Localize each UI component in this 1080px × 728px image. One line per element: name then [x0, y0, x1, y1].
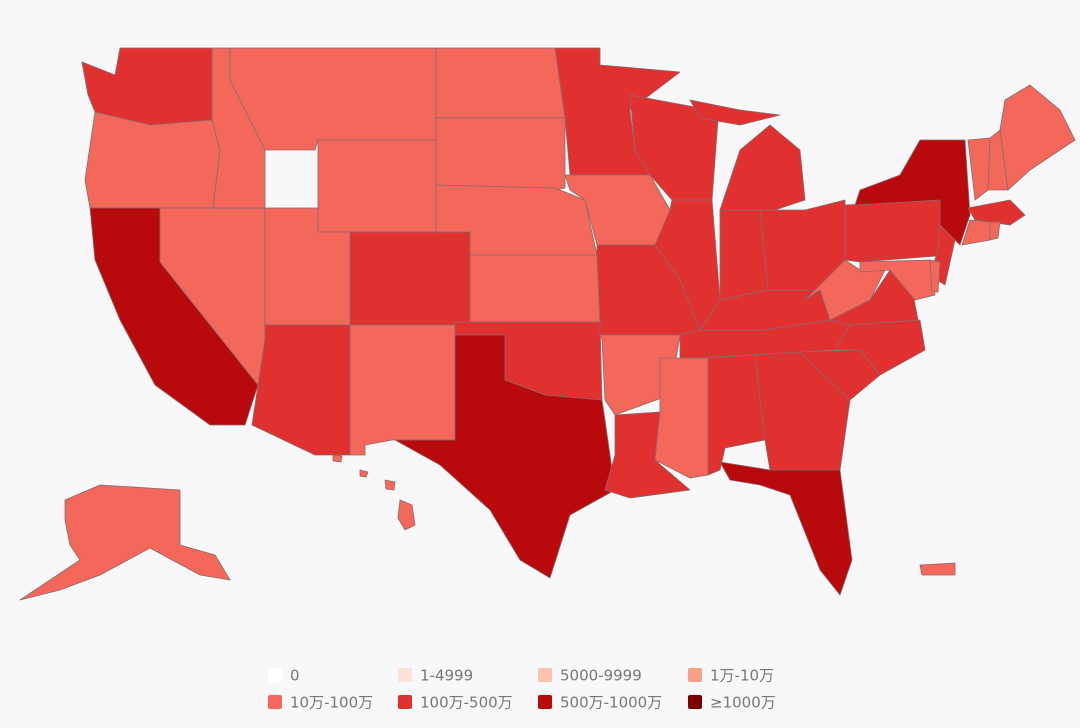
state [349, 324, 456, 456]
state [804, 259, 886, 321]
states [19, 47, 1076, 601]
state [929, 259, 941, 293]
state [317, 139, 437, 233]
state [844, 199, 951, 263]
state [359, 469, 369, 478]
state [397, 499, 416, 531]
legend-label: 5000-9999 [560, 667, 642, 685]
legend-label: 500万-1000万 [560, 694, 662, 712]
state [435, 47, 566, 119]
state [469, 254, 601, 323]
state [654, 199, 721, 331]
state [394, 334, 616, 579]
state [967, 199, 1026, 226]
state [654, 357, 709, 479]
legend-label: ≥1000万 [710, 694, 776, 712]
state [854, 139, 971, 246]
legend-swatch [398, 668, 412, 682]
legend-label: 1-4999 [420, 667, 473, 685]
state [384, 479, 396, 491]
legend-swatch [268, 668, 282, 682]
state [84, 111, 221, 209]
state [332, 454, 343, 463]
legend-swatch [688, 668, 702, 682]
state [919, 562, 956, 576]
state [719, 209, 769, 301]
state [349, 231, 471, 326]
legend-swatch [688, 695, 702, 709]
legend-swatch [538, 695, 552, 709]
state [19, 484, 231, 601]
legend-label: 100万-500万 [420, 694, 513, 712]
state [989, 221, 1001, 241]
state [689, 99, 781, 126]
legend-swatch [538, 668, 552, 682]
state [435, 117, 566, 191]
state [999, 84, 1076, 191]
state [719, 461, 853, 596]
legend-label: 10万-100万 [290, 694, 373, 712]
state [554, 47, 681, 176]
state [229, 47, 437, 151]
legend-label: 1万-10万 [710, 667, 774, 685]
legend-swatch [398, 695, 412, 709]
legend-label: 0 [290, 667, 300, 685]
legend-swatch [268, 695, 282, 709]
legend: 0 1-4999 5000-9999 1万-10万 10万-100万 100万-500万 5… [268, 667, 776, 712]
